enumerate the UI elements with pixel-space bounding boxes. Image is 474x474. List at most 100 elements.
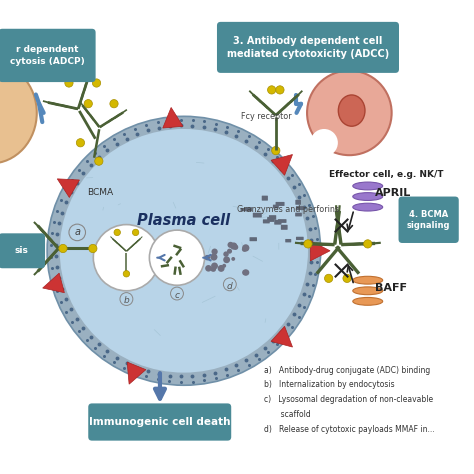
Circle shape xyxy=(222,264,226,268)
Text: d)   Release of cytotoxic payloads MMAF in...: d) Release of cytotoxic payloads MMAF in… xyxy=(264,425,435,434)
Circle shape xyxy=(132,229,139,236)
Text: BAFF: BAFF xyxy=(374,283,407,292)
Text: 3. Antibody dependent cell
mediated cytotoxicity (ADCC): 3. Antibody dependent cell mediated cyto… xyxy=(227,36,389,59)
FancyBboxPatch shape xyxy=(399,197,459,243)
Circle shape xyxy=(29,245,37,253)
FancyBboxPatch shape xyxy=(275,202,284,206)
Circle shape xyxy=(364,240,372,248)
Circle shape xyxy=(307,71,392,155)
Circle shape xyxy=(272,146,280,155)
Text: a: a xyxy=(74,228,80,237)
Polygon shape xyxy=(310,241,330,261)
FancyBboxPatch shape xyxy=(295,200,301,205)
Circle shape xyxy=(205,255,210,260)
Circle shape xyxy=(93,225,160,291)
Circle shape xyxy=(211,248,218,255)
Circle shape xyxy=(243,269,249,276)
Circle shape xyxy=(276,86,284,94)
Circle shape xyxy=(205,265,212,272)
Circle shape xyxy=(211,267,216,272)
FancyBboxPatch shape xyxy=(273,205,279,209)
Circle shape xyxy=(230,243,237,250)
Circle shape xyxy=(231,257,235,261)
Circle shape xyxy=(304,240,312,248)
Text: Granzymes and perforins: Granzymes and perforins xyxy=(237,205,339,214)
Ellipse shape xyxy=(353,182,383,190)
Text: b)   Internalization by endocytosis: b) Internalization by endocytosis xyxy=(264,381,395,390)
FancyBboxPatch shape xyxy=(285,239,291,242)
Circle shape xyxy=(110,100,118,108)
Polygon shape xyxy=(271,326,292,347)
Ellipse shape xyxy=(353,192,383,201)
Ellipse shape xyxy=(60,129,308,373)
Ellipse shape xyxy=(310,129,338,156)
FancyBboxPatch shape xyxy=(262,196,268,201)
Circle shape xyxy=(343,274,351,283)
Text: b: b xyxy=(124,296,129,305)
Polygon shape xyxy=(43,273,64,292)
Ellipse shape xyxy=(0,62,37,164)
FancyBboxPatch shape xyxy=(240,208,248,211)
Ellipse shape xyxy=(353,203,383,211)
Circle shape xyxy=(242,244,249,252)
Circle shape xyxy=(59,245,67,253)
Circle shape xyxy=(92,79,100,87)
Text: APRIL: APRIL xyxy=(374,188,411,198)
Circle shape xyxy=(210,267,215,272)
Circle shape xyxy=(114,229,120,236)
Polygon shape xyxy=(271,155,292,175)
Polygon shape xyxy=(127,362,146,384)
Circle shape xyxy=(149,230,205,285)
FancyBboxPatch shape xyxy=(278,219,286,223)
FancyBboxPatch shape xyxy=(246,207,252,211)
FancyBboxPatch shape xyxy=(253,213,262,218)
Ellipse shape xyxy=(47,116,320,385)
Text: Plasma cell: Plasma cell xyxy=(137,213,230,228)
Text: d: d xyxy=(227,282,233,291)
FancyBboxPatch shape xyxy=(263,219,270,223)
FancyBboxPatch shape xyxy=(0,233,45,268)
Circle shape xyxy=(227,249,232,254)
Circle shape xyxy=(223,251,229,257)
Circle shape xyxy=(228,242,234,248)
FancyBboxPatch shape xyxy=(269,215,276,220)
Circle shape xyxy=(95,157,103,165)
FancyBboxPatch shape xyxy=(217,22,399,73)
Polygon shape xyxy=(57,179,80,198)
Text: r dependent
cytosis (ADCP): r dependent cytosis (ADCP) xyxy=(10,45,84,66)
Circle shape xyxy=(233,245,238,250)
Text: sis: sis xyxy=(15,246,29,255)
Ellipse shape xyxy=(338,95,365,126)
Circle shape xyxy=(267,86,276,94)
Polygon shape xyxy=(163,108,183,128)
Ellipse shape xyxy=(353,298,383,305)
Circle shape xyxy=(76,138,84,147)
FancyBboxPatch shape xyxy=(88,403,231,441)
Text: Effector cell, e.g. NK/T: Effector cell, e.g. NK/T xyxy=(328,171,443,180)
FancyBboxPatch shape xyxy=(0,29,96,82)
Text: 4. BCMA
signaling: 4. BCMA signaling xyxy=(407,210,450,230)
Circle shape xyxy=(242,270,248,275)
Text: Fcy receptor: Fcy receptor xyxy=(241,112,292,121)
Circle shape xyxy=(123,271,129,277)
FancyBboxPatch shape xyxy=(281,225,288,230)
Text: Immunogenic cell death: Immunogenic cell death xyxy=(89,417,230,427)
Circle shape xyxy=(242,247,247,252)
Ellipse shape xyxy=(353,276,383,284)
Circle shape xyxy=(65,79,73,87)
Text: c)   Lysosomal degradation of non-cleavable: c) Lysosomal degradation of non-cleavabl… xyxy=(264,395,433,404)
Text: BCMA: BCMA xyxy=(87,188,113,197)
FancyBboxPatch shape xyxy=(249,237,257,241)
Circle shape xyxy=(211,263,218,269)
FancyBboxPatch shape xyxy=(295,213,302,217)
Circle shape xyxy=(84,100,92,108)
Text: scaffold: scaffold xyxy=(264,410,311,419)
FancyBboxPatch shape xyxy=(296,237,304,240)
FancyBboxPatch shape xyxy=(267,217,274,222)
FancyBboxPatch shape xyxy=(296,206,304,210)
Circle shape xyxy=(89,245,97,253)
Text: a)   Antibody-drug conjugate (ADC) binding: a) Antibody-drug conjugate (ADC) binding xyxy=(264,366,430,375)
Circle shape xyxy=(210,254,218,261)
Text: c: c xyxy=(174,291,180,300)
Circle shape xyxy=(218,265,225,272)
